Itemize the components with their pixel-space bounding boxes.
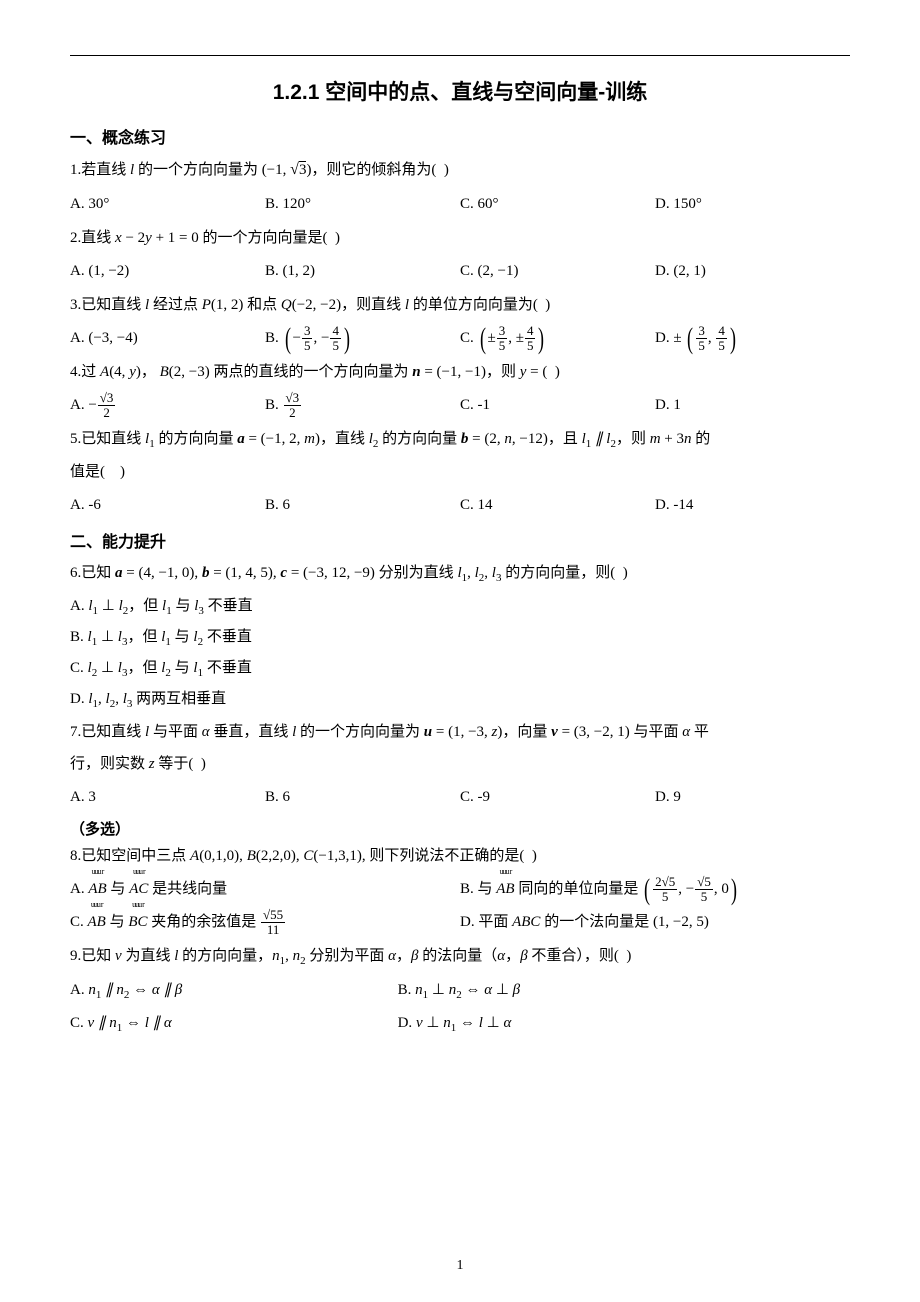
q1-text: 1.若直线 l 的一个方向向量为 (−1, √3)，则它的倾斜角为( ) [70,154,850,186]
q8-D: D. 平面 ABC 的一个法向量是 (1, −2, 5) [460,906,850,939]
q3-C: C. (±35, ±45) [460,322,655,355]
q3-options: A. (−3, −4) B. (−35, −45) C. (±35, ±45) … [70,322,850,355]
q9-row2: C. v ∥ n1 ⇔ l ∥ α D. v ⊥ n1 ⇔ l ⊥ α [70,1007,850,1040]
q1-options: A. 30° B. 120° C. 60° D. 150° [70,188,850,221]
q2-C: C. (2, −1) [460,255,655,288]
q5-line2: 值是( ) [70,457,850,487]
q7-D: D. 9 [655,781,850,814]
q9-A: A. n1 ∥ n2 ⇔ α ∥ β [70,974,398,1007]
q6-B: B. l1 ⊥ l3，但 l1 与 l2 不垂直 [70,622,850,653]
q3-B: B. (−35, −45) [265,322,460,355]
q5-options: A. -6 B. 6 C. 14 D. -14 [70,489,850,522]
page-title: 1.2.1 空间中的点、直线与空间向量-训练 [70,76,850,106]
q1-B: B. 120° [265,188,460,221]
q4-D: D. 1 [655,389,850,422]
page-number: 1 [0,1258,920,1274]
q2-D: D. (2, 1) [655,255,850,288]
q3-C-label: C. [460,330,474,346]
q6-text: 6.已知 a = (4, −1, 0), b = (1, 4, 5), c = … [70,558,850,589]
q2-text: 2.直线 x − 2y + 1 = 0 的一个方向向量是( ) [70,223,850,253]
q4-B: B. √32 [265,389,460,422]
q5-B: B. 6 [265,489,460,522]
q7-B: B. 6 [265,781,460,814]
q5-A: A. -6 [70,489,265,522]
q3-A: A. (−3, −4) [70,322,265,355]
q2-B: B. (1, 2) [265,255,460,288]
q8-C: C. AB 与 BC 夹角的余弦值是 √5511 [70,906,460,939]
top-rule [70,55,850,56]
q3-D: D. ± (35, 45) [655,322,850,355]
q1-D: D. 150° [655,188,850,221]
q2-options: A. (1, −2) B. (1, 2) C. (2, −1) D. (2, 1… [70,255,850,288]
q9-D: D. v ⊥ n1 ⇔ l ⊥ α [398,1007,850,1040]
q6-A: A. l1 ⊥ l2，但 l1 与 l3 不垂直 [70,591,850,622]
q3-B-label: B. [265,330,279,346]
section-2-heading: 二、能力提升 [70,528,850,552]
q6-D: D. l1, l2, l3 两两互相垂直 [70,684,850,715]
q7-A: A. 3 [70,781,265,814]
q9-B: B. n1 ⊥ n2 ⇔ α ⊥ β [398,974,850,1007]
q8-B: B. 与 AB 同向的单位向量是 (2√55, −√55, 0) [460,873,850,906]
q5-line1: 5.已知直线 l1 的方向向量 a = (−1, 2, m)，直线 l2 的方向… [70,424,850,455]
q5-D: D. -14 [655,489,850,522]
q3-text: 3.已知直线 l 经过点 P(1, 2) 和点 Q(−2, −2)，则直线 l … [70,290,850,320]
q8-row2: C. AB 与 BC 夹角的余弦值是 √5511 D. 平面 ABC 的一个法向… [70,906,850,939]
q6-C: C. l2 ⊥ l3，但 l2 与 l1 不垂直 [70,653,850,684]
q1-A: A. 30° [70,188,265,221]
q4-A-label: A. − [70,397,97,413]
q8-row1: A. AB 与 AC 是共线向量 B. 与 AB 同向的单位向量是 (2√55,… [70,873,850,906]
q3-D-label: D. ± [655,330,682,346]
q9-text: 9.已知 v 为直线 l 的方向向量，n1, n2 分别为平面 α，β 的法向量… [70,941,850,972]
q5-C: C. 14 [460,489,655,522]
section-1-heading: 一、概念练习 [70,124,850,148]
multi-select-note: （多选） [70,818,850,839]
q7-options: A. 3 B. 6 C. -9 D. 9 [70,781,850,814]
page: 1.2.1 空间中的点、直线与空间向量-训练 一、概念练习 1.若直线 l 的一… [0,0,920,1302]
q4-B-label: B. [265,397,283,413]
q4-A: A. −√32 [70,389,265,422]
q4-C: C. -1 [460,389,655,422]
q7-line2: 行，则实数 z 等于( ) [70,749,850,779]
q1-C: C. 60° [460,188,655,221]
q2-A: A. (1, −2) [70,255,265,288]
q4-text: 4.过 A(4, y)， B(2, −3) 两点的直线的一个方向向量为 n = … [70,357,850,387]
q9-C: C. v ∥ n1 ⇔ l ∥ α [70,1007,398,1040]
q8-text: 8.已知空间中三点 A(0,1,0), B(2,2,0), C(−1,3,1),… [70,841,850,871]
q7-C: C. -9 [460,781,655,814]
q4-options: A. −√32 B. √32 C. -1 D. 1 [70,389,850,422]
q9-row1: A. n1 ∥ n2 ⇔ α ∥ β B. n1 ⊥ n2 ⇔ α ⊥ β [70,974,850,1007]
q7-line1: 7.已知直线 l 与平面 α 垂直，直线 l 的一个方向向量为 u = (1, … [70,717,850,747]
